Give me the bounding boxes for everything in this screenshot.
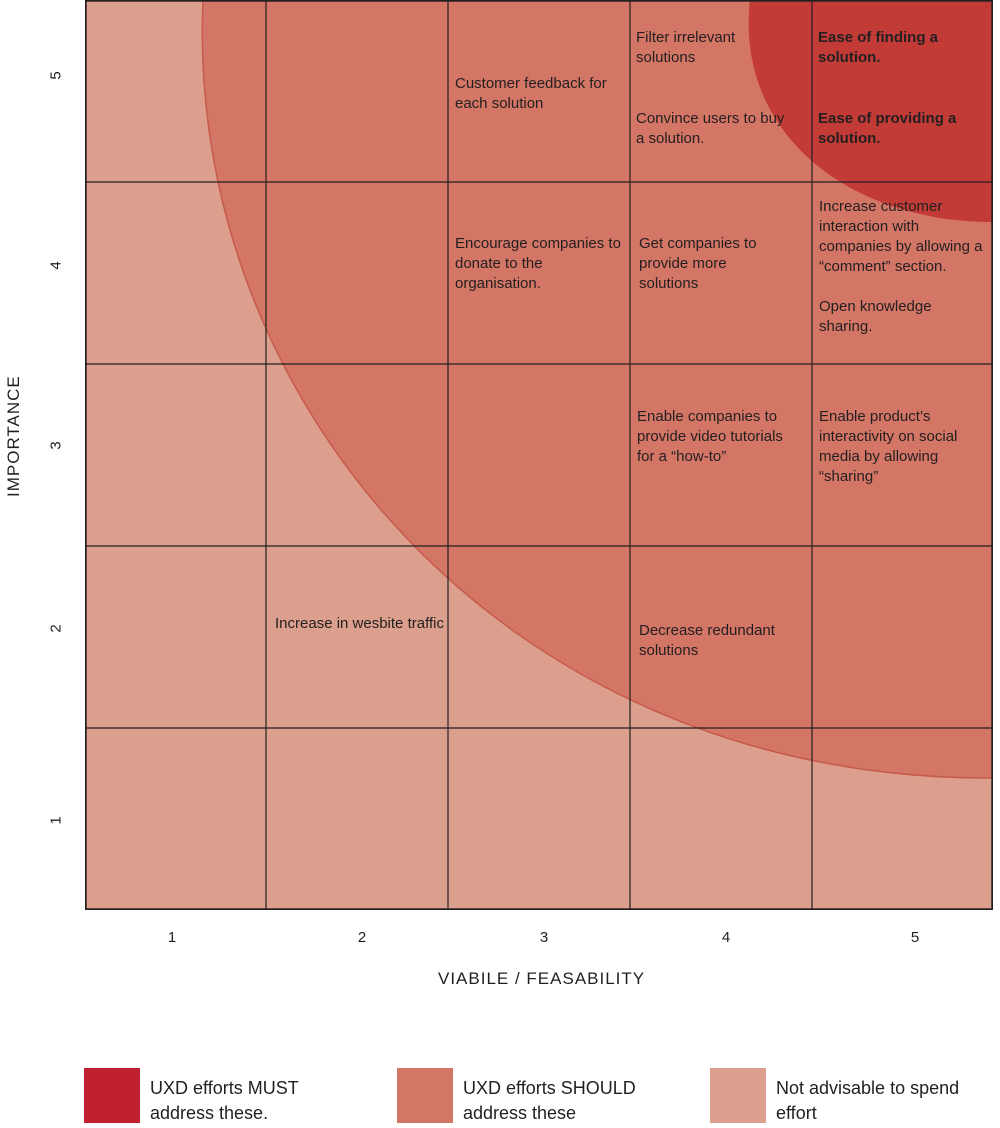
- legend-swatch-should: [397, 1068, 453, 1123]
- cell-text-open-knowledge: Open knowledge sharing.: [819, 298, 932, 335]
- must-zone: [748, 0, 993, 222]
- x-axis-label: VIABILE / FEASABILITY: [438, 969, 646, 988]
- cell-text-website-traffic: Increase in wesbite traffic: [275, 615, 444, 632]
- y-tick-1: 1: [47, 816, 65, 825]
- cell-text-decrease-redundant: Decrease redundant solutions: [639, 622, 775, 659]
- matrix-graphic: [85, 0, 993, 910]
- y-tick-2: 2: [47, 624, 65, 633]
- y-tick-5: 5: [47, 71, 65, 80]
- legend-swatch-not-advisable: [710, 1068, 766, 1123]
- cell-text-filter-irrelevant: Filter irrelevant solutions: [636, 29, 736, 66]
- cell-text-ease-finding: Ease of finding a solution.: [818, 29, 939, 66]
- should-zone: [201, 0, 993, 779]
- cell-text-video-tutorials: Enable companies to provide video tutori…: [637, 408, 783, 465]
- cell-text-convince-users: Convince users to buy a solution.: [636, 110, 785, 147]
- priority-matrix: Customer feedback for each solution Filt…: [85, 0, 993, 910]
- cell-r5c3: Customer feedback for each solution: [455, 74, 625, 114]
- cell-text-encourage-companies: Encourage companies to donate to the org…: [455, 235, 621, 292]
- cell-r4c5a: Increase customer interaction with compa…: [819, 197, 993, 277]
- cell-r5c5a: Ease of finding a solution.: [818, 28, 978, 68]
- cell-text-product-interactivity: Enable product’s interactivity on social…: [819, 408, 958, 485]
- x-tick-2: 2: [357, 929, 367, 946]
- x-tick-1: 1: [167, 929, 177, 946]
- grid-lines: [85, 0, 993, 910]
- y-axis-label: IMPORTANCE: [4, 375, 23, 497]
- legend-label-must: UXD efforts MUST address these.: [150, 1078, 299, 1123]
- cell-r2c4: Decrease redundant solutions: [639, 621, 809, 661]
- cell-text-customer-feedback: Customer feedback for each solution: [455, 75, 607, 112]
- legend-label-should: UXD efforts SHOULD address these: [463, 1078, 636, 1123]
- x-tick-5: 5: [910, 929, 920, 946]
- cell-text-increase-interaction: Increase customer interaction with compa…: [819, 198, 983, 275]
- cell-r5c4a: Filter irrelevant solutions: [636, 28, 786, 68]
- y-tick-3: 3: [47, 441, 65, 450]
- cell-r4c4: Get companies to provide more solutions: [639, 234, 789, 294]
- cell-text-get-companies: Get companies to provide more solutions: [639, 235, 757, 292]
- cell-r3c4: Enable companies to provide video tutori…: [637, 407, 797, 467]
- cell-text-ease-providing: Ease of providing a solution.: [818, 110, 957, 147]
- y-tick-4: 4: [47, 261, 65, 270]
- cell-r2c2: Increase in wesbite traffic: [275, 614, 445, 634]
- cell-r4c3: Encourage companies to donate to the org…: [455, 234, 627, 294]
- cell-r5c5b: Ease of providing a solution.: [818, 109, 988, 149]
- x-tick-4: 4: [721, 929, 731, 946]
- legend-swatch-must: [84, 1068, 140, 1123]
- cell-r4c5b: Open knowledge sharing.: [819, 297, 979, 337]
- legend-label-not-advisable: Not advisable to spend effort: [776, 1078, 960, 1123]
- x-tick-3: 3: [539, 929, 549, 946]
- cell-r5c4b: Convince users to buy a solution.: [636, 109, 786, 149]
- cell-r3c5: Enable product’s interactivity on social…: [819, 407, 989, 487]
